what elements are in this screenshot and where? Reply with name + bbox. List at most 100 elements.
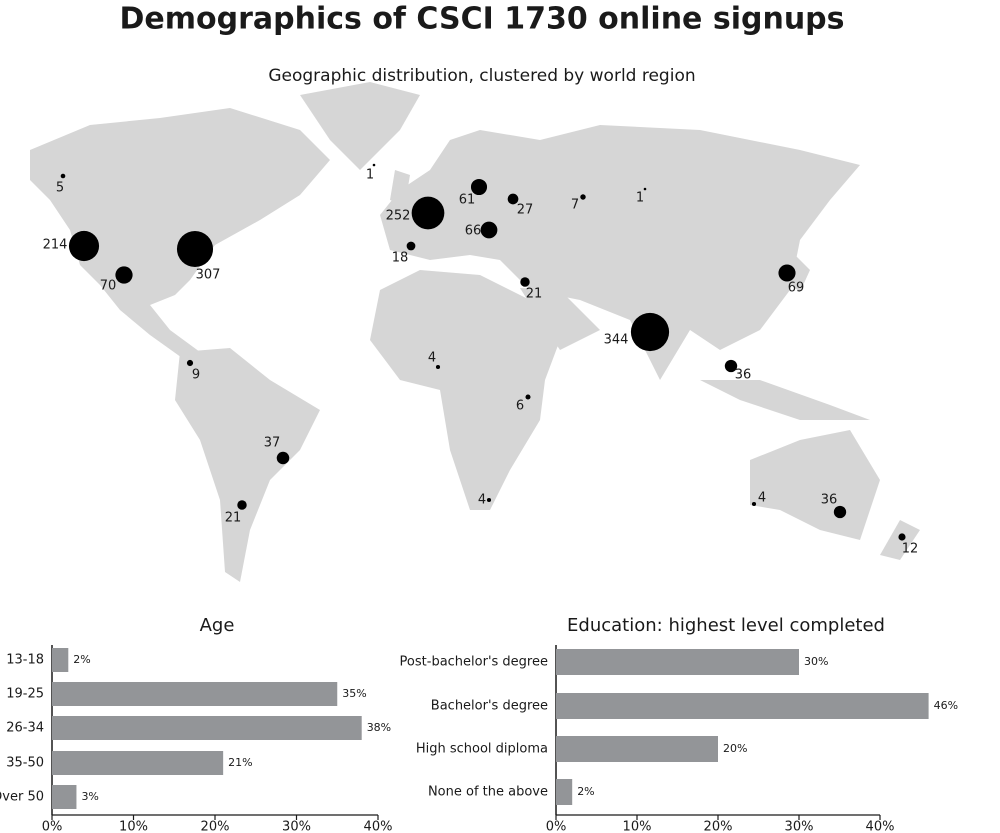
category-label: None of the above [428, 785, 548, 800]
value-label: 21% [228, 756, 252, 769]
bar [556, 693, 929, 719]
bubble [115, 266, 133, 284]
bubble [507, 193, 519, 205]
bubble-label: 69 [788, 281, 805, 296]
greenland [300, 82, 420, 170]
x-tick-label: 40% [866, 820, 895, 833]
bubble [60, 173, 66, 179]
x-tick-label: 20% [704, 820, 733, 833]
bar [52, 716, 362, 740]
bubble [898, 533, 906, 541]
bubble [276, 451, 290, 465]
indonesia [700, 380, 870, 420]
britain [390, 170, 410, 205]
bar [52, 682, 338, 706]
bubble-label: 7 [571, 198, 579, 213]
bubble-label: 344 [604, 333, 629, 348]
bubble [406, 241, 416, 251]
new-zealand [880, 520, 920, 560]
x-tick-label: 0% [42, 820, 63, 833]
bubble [68, 230, 100, 262]
value-label: 20% [723, 742, 747, 755]
bubble-label: 36 [821, 493, 838, 508]
bar-chart-title: Age [200, 615, 235, 636]
value-label: 2% [73, 653, 90, 666]
value-label: 2% [577, 785, 594, 798]
value-label: 35% [342, 687, 366, 700]
bubble-label: 307 [196, 268, 221, 283]
bubble-label: 4 [478, 493, 486, 508]
bubble-label: 36 [735, 368, 752, 383]
category-label: 26-34 [6, 721, 44, 736]
bubble [525, 394, 531, 400]
bar [556, 779, 573, 805]
bubble-label: 21 [225, 511, 242, 526]
category-label: Post-bachelor's degree [400, 655, 548, 670]
category-label: 13-18 [6, 653, 44, 668]
bubble [833, 505, 847, 519]
value-label: 3% [81, 790, 98, 803]
bubble-label: 214 [43, 238, 68, 253]
arabia [520, 288, 600, 350]
main-title: Demographics of CSCI 1730 online signups [119, 2, 844, 37]
australia [750, 430, 880, 540]
category-label: Over 50 [0, 790, 44, 805]
bubble-label: 4 [758, 491, 766, 506]
bubble [237, 500, 247, 510]
category-label: 35-50 [6, 756, 44, 771]
bar [52, 785, 77, 809]
eurasia [380, 125, 860, 380]
bar [52, 648, 69, 672]
value-label: 38% [367, 721, 391, 734]
bar-chart-title: Education: highest level completed [567, 615, 885, 636]
x-tick-label: 30% [785, 820, 814, 833]
bubble-label: 27 [517, 203, 534, 218]
bubble [724, 359, 738, 373]
bubble [580, 194, 586, 200]
bubble [372, 163, 376, 167]
bubble-label: 1 [366, 168, 374, 183]
bubble [520, 277, 530, 287]
bar [52, 751, 224, 775]
bubble-label: 18 [392, 251, 409, 266]
x-tick-label: 20% [201, 820, 230, 833]
x-tick-label: 40% [364, 820, 393, 833]
bubble [176, 230, 214, 268]
bubble [630, 312, 670, 352]
bar [556, 736, 718, 762]
map-title: Geographic distribution, clustered by wo… [268, 66, 695, 86]
value-label: 46% [934, 699, 958, 712]
bubble-label: 252 [386, 209, 411, 224]
north-america [30, 108, 330, 360]
x-tick-label: 0% [546, 820, 567, 833]
x-tick-label: 10% [119, 820, 148, 833]
category-label: 19-25 [6, 687, 44, 702]
category-label: Bachelor's degree [431, 699, 548, 714]
bubble-label: 70 [100, 279, 117, 294]
south-america [175, 348, 320, 582]
bubble-label: 37 [264, 436, 281, 451]
bubble [470, 178, 488, 196]
bubble-label: 61 [459, 193, 476, 208]
bubble [186, 359, 194, 367]
x-tick-label: 10% [623, 820, 652, 833]
bar [556, 649, 799, 675]
bubble [480, 221, 498, 239]
x-tick-label: 30% [282, 820, 311, 833]
bubble [751, 501, 757, 507]
bubble-label: 4 [428, 351, 436, 366]
bubble [778, 264, 796, 282]
bubble-label: 1 [636, 191, 644, 206]
africa [370, 270, 560, 510]
bubble-label: 6 [516, 399, 524, 414]
bubble-label: 66 [465, 224, 482, 239]
bubble-label: 21 [526, 287, 543, 302]
category-label: High school diploma [416, 742, 548, 757]
bubble-label: 12 [902, 542, 919, 557]
bubble-label: 9 [192, 368, 200, 383]
value-label: 30% [804, 655, 828, 668]
bubble [435, 364, 441, 370]
bubble [486, 497, 492, 503]
bubble [643, 187, 647, 191]
